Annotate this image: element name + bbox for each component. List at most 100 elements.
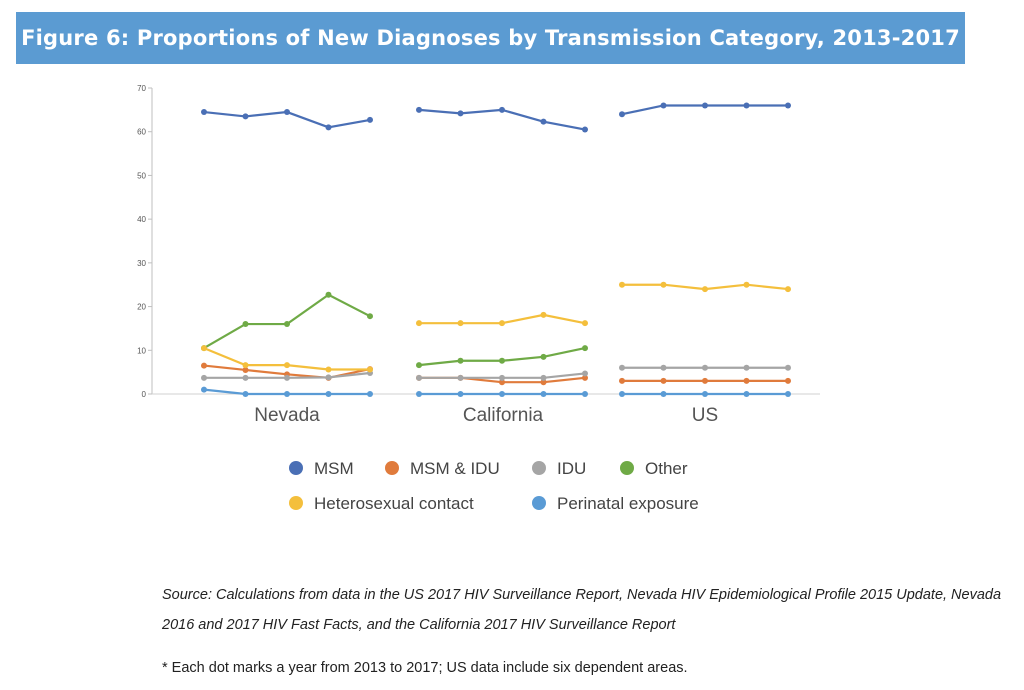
data-point (416, 320, 422, 327)
data-point (743, 281, 750, 288)
y-tick-label: 30 (137, 259, 146, 268)
data-point (201, 345, 207, 352)
data-point (499, 357, 505, 364)
footnote: * Each dot marks a year from 2013 to 201… (162, 660, 688, 676)
data-point (702, 286, 708, 293)
data-point (660, 281, 667, 288)
legend-marker (620, 461, 634, 475)
data-point (785, 364, 791, 371)
legend-marker (385, 461, 399, 475)
data-point (540, 118, 547, 125)
y-tick-label: 70 (137, 84, 146, 93)
data-point (619, 281, 625, 288)
data-point (242, 113, 249, 120)
data-point (540, 374, 547, 381)
data-point (284, 321, 290, 328)
data-point (416, 106, 422, 113)
data-point (284, 362, 290, 369)
figure-title: Figure 6: Proportions of New Diagnoses b… (21, 26, 960, 50)
series-layer (201, 102, 791, 397)
data-point (785, 377, 791, 384)
legend-label: Other (645, 459, 688, 478)
data-point (242, 391, 249, 397)
data-point (702, 391, 708, 397)
data-point (367, 116, 373, 123)
data-point (284, 109, 290, 116)
y-tick-label: 50 (137, 171, 146, 180)
data-point (201, 109, 207, 116)
y-tick-label: 0 (142, 390, 147, 399)
series-idu (201, 364, 791, 381)
legend-label: Heterosexual contact (314, 494, 474, 513)
series-other (201, 291, 588, 369)
data-point (743, 364, 750, 371)
figure-title-bar: Figure 6: Proportions of New Diagnoses b… (16, 12, 965, 64)
data-point (325, 291, 332, 298)
data-point (457, 357, 464, 364)
legend: MSM MSM & IDU IDU Other Heterosexual contact… (289, 459, 699, 513)
data-point (242, 374, 249, 381)
data-point (702, 377, 708, 384)
data-point (582, 126, 588, 133)
legend-label: IDU (557, 459, 586, 478)
legend-item-msm-idu: MSM & IDU (385, 459, 500, 478)
data-point (499, 379, 505, 386)
data-point (367, 391, 373, 397)
y-tick-label: 40 (137, 215, 146, 224)
data-point (325, 391, 332, 397)
legend-marker (532, 496, 546, 510)
data-point (743, 391, 750, 397)
data-point (743, 102, 750, 109)
data-point (499, 391, 505, 397)
source-note: Source: Calculations from data in the US… (162, 587, 1002, 633)
group-label-us: US (692, 405, 718, 426)
legend-marker (532, 461, 546, 475)
y-tick-label: 10 (137, 346, 146, 355)
data-point (457, 374, 464, 381)
data-point (540, 311, 547, 318)
legend-item-msm: MSM (289, 459, 354, 478)
axis-layer: 0 10 20 30 40 50 60 70 Nevada California US (137, 84, 820, 426)
data-point (325, 374, 332, 381)
data-point (540, 353, 547, 360)
legend-label: MSM (314, 459, 354, 478)
series-heterosexual-contact (201, 281, 791, 373)
data-point (582, 320, 588, 327)
series-msm (201, 102, 791, 133)
data-point (582, 374, 588, 381)
data-point (242, 366, 249, 373)
y-tick-label: 60 (137, 128, 146, 137)
data-point (499, 320, 505, 327)
data-point (284, 391, 290, 397)
data-point (416, 362, 422, 369)
data-point (660, 391, 667, 397)
group-label-nevada: Nevada (254, 405, 320, 426)
data-point (499, 106, 505, 113)
data-point (325, 124, 332, 131)
legend-marker (289, 496, 303, 510)
data-point (785, 102, 791, 109)
data-point (660, 364, 667, 371)
data-point (201, 374, 207, 381)
data-point (201, 362, 207, 369)
data-point (284, 374, 290, 381)
data-point (619, 111, 625, 118)
data-point (457, 391, 464, 397)
legend-marker (289, 461, 303, 475)
data-point (582, 345, 588, 352)
data-point (702, 364, 708, 371)
data-point (785, 391, 791, 397)
data-point (457, 320, 464, 327)
legend-label: Perinatal exposure (557, 494, 699, 513)
legend-item-idu: IDU (532, 459, 586, 478)
y-tick-label: 20 (137, 303, 146, 312)
data-point (540, 391, 547, 397)
data-point (416, 374, 422, 381)
data-point (325, 366, 332, 373)
series-perinatal-exposure (201, 386, 791, 397)
data-point (367, 366, 373, 373)
data-point (242, 362, 249, 369)
legend-item-perinatal-exposure: Perinatal exposure (532, 494, 699, 513)
data-point (785, 286, 791, 293)
